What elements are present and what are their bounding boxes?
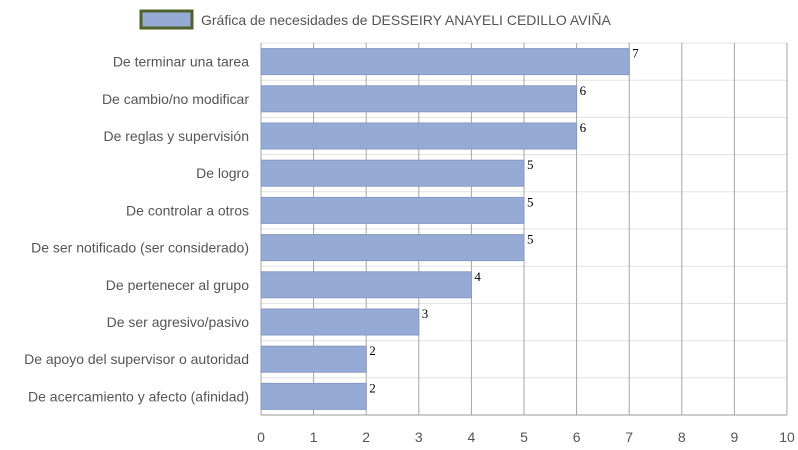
category-label: De logro — [196, 165, 249, 181]
bar — [260, 196, 525, 224]
x-tick-label: 3 — [415, 429, 423, 445]
legend: Gráfica de necesidades de DESSEIRY ANAYE… — [139, 9, 612, 30]
data-label: 5 — [527, 194, 534, 209]
x-tick-label: 6 — [573, 429, 581, 445]
data-label: 4 — [474, 269, 481, 284]
bar — [260, 48, 630, 76]
legend-label: Gráfica de necesidades de DESSEIRY ANAYE… — [201, 12, 612, 28]
data-label: 2 — [369, 380, 376, 395]
data-label: 5 — [527, 232, 534, 247]
legend-swatch — [139, 9, 194, 30]
x-tick-label: 4 — [468, 429, 476, 445]
bar — [260, 85, 578, 113]
data-label: 3 — [422, 306, 429, 321]
category-label: De apoyo del supervisor o autoridad — [24, 351, 249, 367]
category-label: De terminar una tarea — [113, 54, 249, 70]
data-label: 6 — [580, 83, 587, 98]
x-axis-ticks: 0 1 2 3 4 5 6 7 8 9 10 — [257, 429, 795, 445]
category-label: De ser notificado (ser considerado) — [31, 240, 249, 256]
bar — [260, 271, 472, 299]
x-tick-label: 0 — [257, 429, 265, 445]
data-label: 6 — [580, 120, 587, 135]
bar — [260, 382, 367, 410]
x-tick-label: 5 — [520, 429, 528, 445]
bars — [260, 48, 630, 410]
category-label: De cambio/no modificar — [102, 91, 249, 107]
x-tick-label: 8 — [678, 429, 686, 445]
category-label: De pertenecer al grupo — [106, 277, 249, 293]
data-labels: 7 6 6 5 5 5 4 3 2 2 — [369, 46, 639, 396]
x-tick-label: 2 — [362, 429, 370, 445]
x-tick-label: 7 — [625, 429, 633, 445]
category-label: De acercamiento y afecto (afinidad) — [28, 388, 249, 404]
bar — [260, 234, 525, 262]
category-label: De reglas y supervisión — [103, 128, 249, 144]
x-tick-label: 1 — [310, 429, 318, 445]
bar — [260, 122, 578, 150]
data-label: 5 — [527, 157, 534, 172]
data-label: 7 — [632, 46, 639, 61]
category-label: De controlar a otros — [126, 202, 249, 218]
x-tick-label: 10 — [779, 429, 795, 445]
category-labels: De terminar una tarea De cambio/no modifi… — [24, 54, 249, 405]
category-label: De ser agresivo/pasivo — [107, 314, 250, 330]
bar — [260, 308, 420, 336]
data-label: 2 — [369, 343, 376, 358]
x-tick-label: 9 — [731, 429, 739, 445]
bar — [260, 345, 367, 373]
bar — [260, 159, 525, 187]
